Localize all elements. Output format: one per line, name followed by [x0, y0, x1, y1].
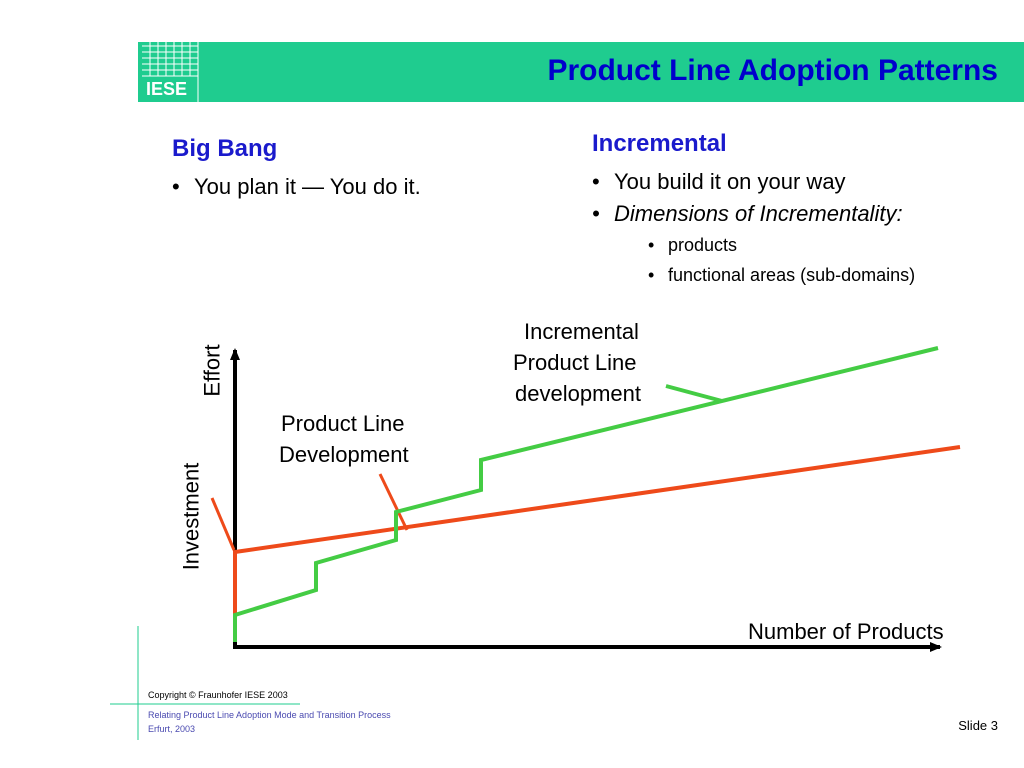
incremental-label-line1: Incremental — [524, 319, 639, 344]
incremental-label-line2: Product Line — [513, 350, 637, 375]
incremental-section: Incremental You build it on your way Dim… — [592, 130, 1012, 290]
product-line-label-line2: Development — [279, 442, 409, 467]
incremental-bullet-dimensions: Dimensions of Incrementality: — [592, 198, 1012, 230]
big-bang-heading: Big Bang — [172, 135, 278, 162]
iese-logo-grid — [142, 42, 199, 102]
incremental-label-line3: development — [515, 381, 641, 406]
header-bar: IESE Product Line Adoption Patterns — [138, 42, 1024, 102]
product-line-label-line1: Product Line — [281, 411, 405, 436]
incremental-heading: Incremental — [592, 130, 727, 157]
footer-location: Erfurt, 2003 — [148, 724, 196, 734]
footer-copyright: Copyright © Fraunhofer IESE 2003 — [148, 690, 288, 700]
slide-title: Product Line Adoption Patterns — [547, 54, 998, 87]
big-bang-bullet: You plan it — You do it. — [172, 171, 552, 203]
footer-talk-title: Relating Product Line Adoption Mode and … — [148, 710, 391, 720]
x-axis-label: Number of Products — [748, 619, 944, 644]
big-bang-section: Big Bang You plan it — You do it. — [172, 135, 552, 203]
slide-number: Slide 3 — [958, 718, 998, 733]
incremental-bullet-build: You build it on your way — [592, 166, 1012, 198]
iese-logo-text: IESE — [146, 79, 188, 99]
sub-bullet-products: products — [592, 230, 1012, 260]
sub-bullet-functional-areas: functional areas (sub-domains) — [592, 260, 1012, 290]
